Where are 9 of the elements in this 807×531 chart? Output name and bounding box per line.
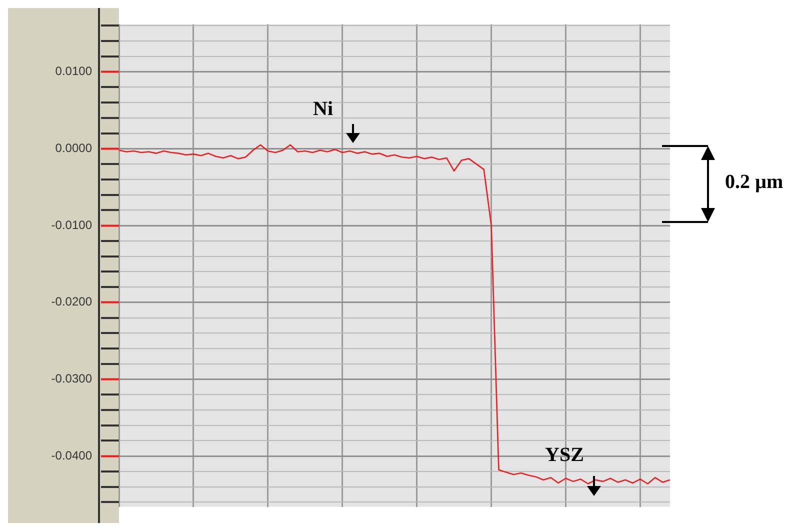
y-tick-label: 0.0000: [55, 141, 92, 156]
y-tick-label: -0.0400: [51, 448, 92, 462]
text: 0.2 µm: [725, 171, 784, 194]
annotation: Ni: [313, 98, 333, 121]
annotation: YSZ: [545, 444, 584, 467]
y-tick-label: -0.0200: [51, 294, 92, 309]
y-tick-label: -0.0100: [51, 218, 92, 232]
y-tick-label: 0.0100: [55, 64, 92, 78]
y-tick-label: -0.0300: [51, 372, 92, 386]
